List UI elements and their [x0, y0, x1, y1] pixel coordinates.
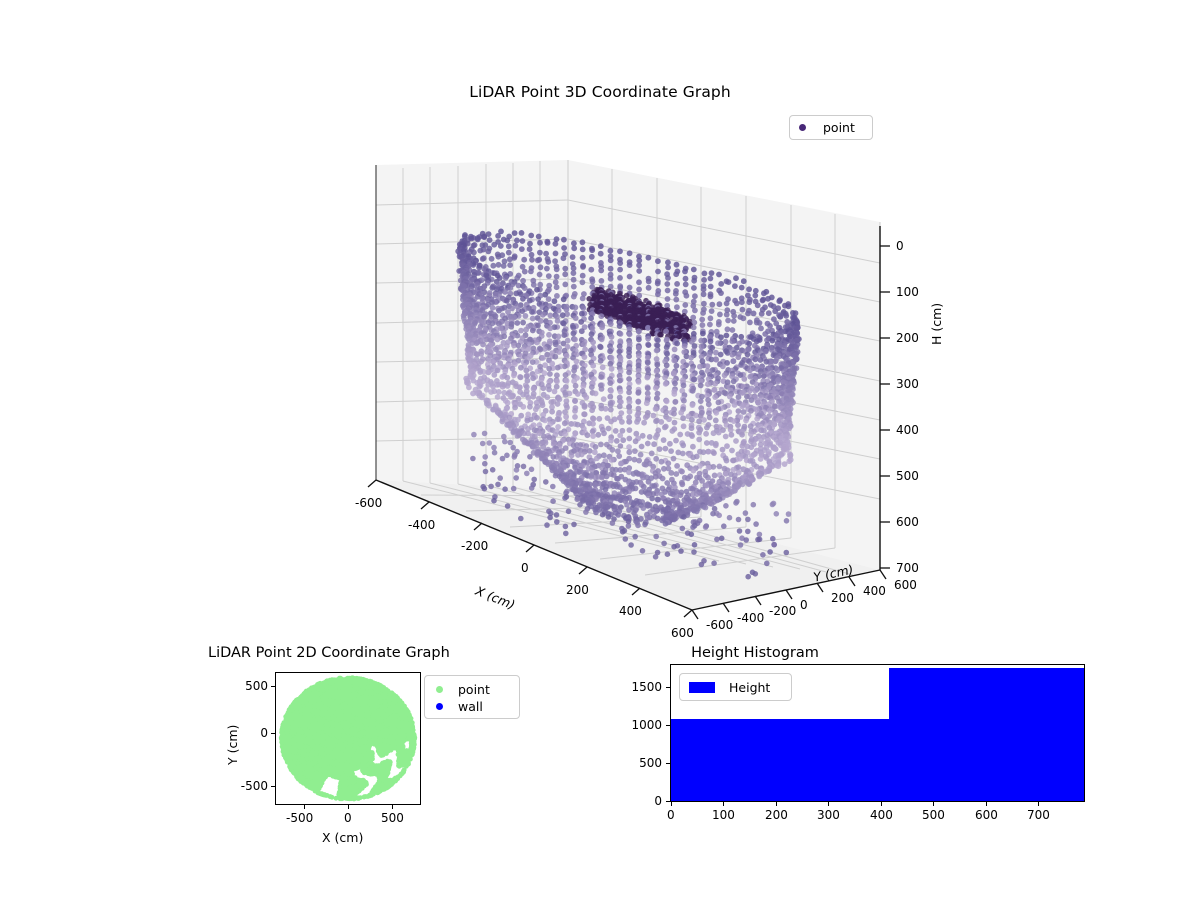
histogram-ytick-mark-0: [666, 801, 670, 802]
plot2d-title: LiDAR Point 2D Coordinate Graph: [208, 645, 450, 661]
histogram-xtick-6: 600: [975, 808, 998, 822]
plot3d-ytick-0: -600: [706, 618, 734, 632]
plot3d-ztick-1: 100: [896, 285, 919, 299]
plot3d-xtick-1: -400: [408, 518, 436, 532]
plot2d-ytick-0: -500: [240, 779, 268, 793]
histogram-ytick-2: 1000: [631, 718, 662, 732]
plot3d-xtick-6: 600: [671, 626, 694, 640]
histogram-ytick-mark-1000: [666, 725, 670, 726]
histogram-ytick-1: 500: [639, 756, 662, 770]
histogram-legend[interactable]: Height: [679, 673, 792, 701]
histogram-xtick-mark-200: [776, 802, 777, 806]
plot2d-xtick-mark-neg500: [304, 805, 305, 809]
plot3d-ztick-5: 500: [896, 469, 919, 483]
plot2d-canvas: [278, 675, 418, 802]
plot3d-xtick-2: -200: [461, 539, 489, 553]
plot3d-title: LiDAR Point 3D Coordinate Graph: [469, 83, 731, 101]
plot3d-xtick-5: 400: [619, 604, 642, 618]
plot3d-ztick-0: 0: [896, 239, 904, 253]
plot2d-xtick-0: -500: [286, 811, 314, 825]
histogram-xtick-0: 0: [667, 808, 675, 822]
histogram-bar-1[interactable]: [889, 667, 1084, 801]
histogram-ytick-mark-500: [666, 763, 670, 764]
legend-point-marker-icon: [799, 124, 806, 131]
plot3d-legend[interactable]: point: [789, 115, 873, 140]
histogram-xtick-mark-300: [828, 802, 829, 806]
legend-height-patch-icon: [689, 681, 715, 693]
plot2d-point-cloud: [278, 675, 418, 802]
plot2d-xtick-mark-500: [392, 805, 393, 809]
plot3d-ytick-4: 200: [831, 591, 854, 605]
histogram-xtick-mark-600: [986, 802, 987, 806]
plot2d-ytick-mark-neg500: [271, 786, 275, 787]
legend-point-label: point: [823, 120, 855, 135]
plot3d-xtick-4: 200: [566, 583, 589, 597]
histogram-xtick-4: 400: [870, 808, 893, 822]
plot3d-xtick-0: -600: [355, 496, 383, 510]
plot3d-zlabel: H (cm): [929, 302, 944, 345]
histogram-xtick-mark-400: [881, 802, 882, 806]
legend-point-label: point: [458, 682, 490, 697]
plot2d-ytick-2: 500: [245, 679, 268, 693]
legend-height-label: Height: [729, 679, 771, 695]
legend-point-marker-icon: [436, 686, 443, 693]
plot3d-canvas: [367, 160, 890, 620]
histogram-ytick-0: 0: [654, 794, 662, 808]
legend-row-point[interactable]: point: [436, 681, 519, 698]
histogram-title: Height Histogram: [691, 645, 819, 661]
plot2d-xtick-1: 0: [344, 811, 352, 825]
plot3d-ytick-1: -400: [737, 611, 765, 625]
plot2d-xtick-2: 500: [381, 811, 404, 825]
legend-wall-marker-icon: [436, 703, 443, 710]
plot3d-ztick-3: 300: [896, 377, 919, 391]
plot2d-ytick-mark-500: [271, 686, 275, 687]
plot3d-ytick-6: 600: [894, 578, 917, 592]
histogram-xtick-5: 500: [922, 808, 945, 822]
plot2d-ytick-1: 0: [260, 726, 268, 740]
plot3d-ztick-6: 600: [896, 515, 919, 529]
plot2d-legend[interactable]: point wall: [424, 675, 520, 719]
plot3d-pane-floor: [376, 480, 880, 610]
histogram-xtick-7: 700: [1027, 808, 1050, 822]
plot2d-ytick-mark-0: [271, 733, 275, 734]
plot3d-xtick-3: 0: [521, 561, 529, 575]
histogram-ytick-mark-1500: [666, 687, 670, 688]
histogram-bar-0[interactable]: [671, 718, 889, 801]
histogram-xtick-1: 100: [712, 808, 735, 822]
plot3d-ztick-4: 400: [896, 423, 919, 437]
legend-wall-label: wall: [458, 699, 483, 714]
plot2d-xtick-mark-0: [348, 805, 349, 809]
plot3d-ytick-3: 0: [800, 598, 808, 612]
plot2d-xlabel: X (cm): [322, 830, 364, 845]
plot3d-ytick-5: 400: [863, 584, 886, 598]
plot3d-yticks: [691, 569, 887, 620]
plot3d-xticks: [367, 479, 693, 618]
plot2d-axes[interactable]: [275, 672, 421, 805]
legend-row-wall[interactable]: wall: [436, 698, 519, 715]
plot3d-point-cloud: [455, 228, 802, 580]
histogram-xtick-mark-100: [723, 802, 724, 806]
histogram-xtick-mark-700: [1038, 802, 1039, 806]
plot3d-zticks: [880, 245, 890, 569]
plot3d-ztick-7: 700: [896, 561, 919, 575]
histogram-xtick-2: 200: [765, 808, 788, 822]
histogram-xtick-mark-0: [671, 802, 672, 806]
plot3d-axes[interactable]: -600 -400 -200 0 200 400 600 X (cm) -600…: [300, 140, 944, 640]
histogram-xtick-3: 300: [817, 808, 840, 822]
plot3d-ytick-2: -200: [769, 604, 797, 618]
histogram-xtick-mark-500: [933, 802, 934, 806]
plot2d-ylabel: Y (cm): [225, 724, 240, 765]
plot3d-ztick-2: 200: [896, 331, 919, 345]
histogram-ytick-3: 1500: [631, 680, 662, 694]
